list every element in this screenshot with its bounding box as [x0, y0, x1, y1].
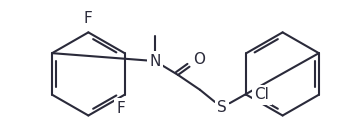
Text: O: O — [193, 52, 205, 67]
Text: N: N — [149, 54, 161, 69]
Text: F: F — [84, 11, 93, 26]
Text: F: F — [116, 101, 125, 116]
Text: Cl: Cl — [254, 87, 269, 102]
Text: S: S — [217, 100, 227, 115]
